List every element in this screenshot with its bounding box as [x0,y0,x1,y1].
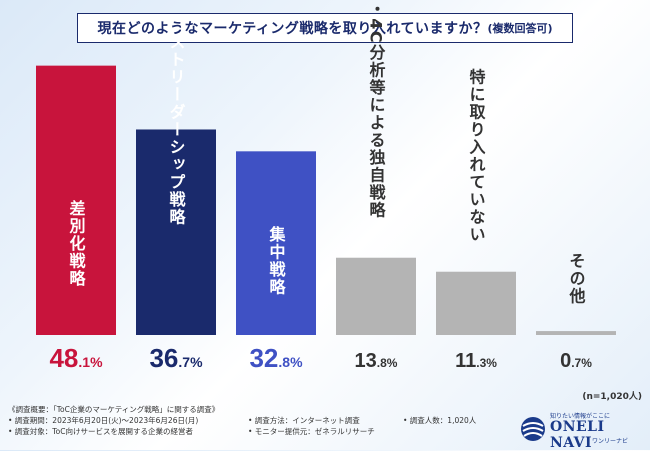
value-label: 0.7% [560,350,592,372]
value-dec: .8% [278,354,303,370]
footer-line: • 調査方法：インターネット調査 [248,416,360,425]
footer-line: • 調査人数：1,020人 [403,416,477,425]
value-label: 32.8% [249,343,303,373]
value-dec: .1% [78,354,103,370]
oneli-navi-logo: 知りたい情報がここに ONELI NAVI ワンリーナビ [520,411,640,451]
logo-kana: ワンリーナビ [592,438,629,445]
chart-subtitle: (複数回答可) [487,22,553,35]
bar-chart: 差別化戦略48.1%コストリーダーシップ戦略36.7%集中戦略32.8%4P・4… [36,0,616,373]
chart-title: 現在どのようなマーケティング戦略を取り入れていますか？ [97,21,488,37]
value-int: 36 [149,343,178,373]
value-label: 11.3% [455,350,497,372]
bar [336,257,416,335]
logo-tagline: 知りたい情報がここに [550,413,611,420]
bar [236,151,316,335]
category-label: その他 [567,252,587,305]
bar [436,271,516,335]
logo-name: ONELI NAVI [550,419,605,451]
value-int: 48 [49,343,78,373]
footer-col-left: 《調査概要：「ToC企業のマーケティング戦略」に関する調査》 • 調査期間：20… [8,404,219,437]
footer-line: • 調査対象：ToC向けサービスを展開する企業の経営者 [8,427,193,436]
survey-footer: 《調査概要：「ToC企業のマーケティング戦略」に関する調査》 • 調査期間：20… [8,404,648,448]
footer-col-right: • 調査人数：1,020人 [403,415,476,426]
footer-line: 《調査概要：「ToC企業のマーケティング戦略」に関する調査》 [8,405,220,414]
value-dec: .7% [571,356,592,370]
value-label: 48.1% [49,343,103,373]
category-label: 差別化戦略 [67,199,86,287]
value-dec: .8% [377,356,398,370]
value-dec: .7% [178,354,203,370]
value-int: 11 [455,350,476,372]
category-label: 集中戦略 [267,225,287,296]
footer-line: • 調査期間：2023年6月20日(火)〜2023年6月26日(月) [8,416,199,425]
category-label: 特に取り入れていない [467,68,486,244]
value-int: 13 [355,350,377,372]
bar [136,129,216,335]
value-dec: .3% [476,356,497,370]
bar [536,331,616,335]
value-int: 0 [560,350,571,372]
value-label: 36.7% [149,343,203,373]
category-label: 4P・4C分析等による独自戦略 [367,0,387,219]
category-label: コストリーダーシップ戦略 [167,16,186,226]
value-label: 13.8% [355,350,398,372]
sample-size-label: (n=1,020人) [582,392,642,402]
bar [36,65,116,335]
footer-line: • モニター提供元：ゼネラルリサーチ [248,427,375,436]
footer-col-middle: • 調査方法：インターネット調査 • モニター提供元：ゼネラルリサーチ [248,415,375,437]
value-int: 32 [249,343,278,373]
chart-title-box: 現在どのようなマーケティング戦略を取り入れていますか？ (複数回答可) [77,13,573,43]
globe-icon [521,417,545,441]
